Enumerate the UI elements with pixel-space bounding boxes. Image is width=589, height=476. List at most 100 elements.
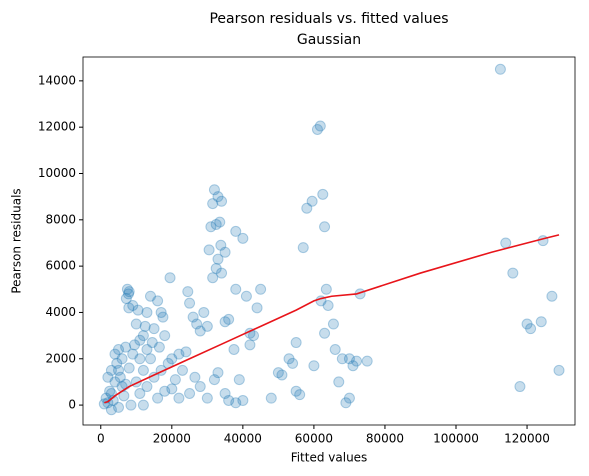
scatter-point [130,318,142,330]
scatter-point [141,344,153,356]
scatter-point [146,337,158,349]
scatter-point [191,318,203,330]
scatter-point [237,232,249,244]
scatter-point [319,221,331,233]
scatter-point [159,385,171,397]
scatter-point [137,364,149,376]
scatter-point [201,320,213,332]
scatter-point [152,295,164,307]
scatter-point [148,323,160,335]
scatter-point [132,304,144,316]
scatter-point [180,346,192,358]
scatter-point [494,63,506,75]
scatter-point [214,216,226,228]
scatter-point [109,376,121,388]
scatter-point [216,195,228,207]
scatter-point [184,297,196,309]
scatter-point [164,272,176,284]
scatter-point [102,371,114,383]
scatter-point [290,385,302,397]
scatter-point [113,344,125,356]
scatter-point [301,202,313,214]
scatter-point [230,397,242,409]
trend-line [104,234,560,404]
scatter-point [320,283,332,295]
y-axis-label: Pearson residuals [10,188,24,293]
scatter-point [201,392,213,404]
scatter-point [327,318,339,330]
scatter-point [308,360,320,372]
scatter-point [314,120,326,132]
scatter-point [120,341,132,353]
scatter-point [223,394,235,406]
y-tick-label: 0 [68,398,76,412]
scatter-point [198,306,210,318]
scatter-point [157,311,169,323]
scatter-point [230,225,242,237]
scatter-point [514,381,526,393]
scatter-point [173,392,185,404]
x-tick-label: 0 [97,432,105,446]
scatter-point [219,388,231,400]
scatter-point [134,334,146,346]
scatter-point [129,339,141,351]
scatter-point [244,339,256,351]
scatter-point [116,353,128,365]
scatter-point [184,388,196,400]
scatter-point [134,388,146,400]
scatter-point [317,188,329,200]
scatter-point [187,311,199,323]
scatter-point [121,283,133,295]
scatter-point [116,381,128,393]
scatter-point [294,389,306,401]
scatter-point [207,198,219,210]
scatter-point [176,364,188,376]
scatter-point [159,330,171,342]
scatter-point [210,262,222,274]
scatter-point [351,355,363,367]
scatter-point [521,318,533,330]
scatter-point [333,376,345,388]
scatter-point [104,385,116,397]
x-tick-label: 80000 [366,432,404,446]
scatter-point [228,344,240,356]
scatter-point [120,293,132,305]
scatter-point [290,337,302,349]
scatter-point [237,394,249,406]
chart-subtitle: Gaussian [297,32,361,48]
scatter-point [105,404,117,416]
scatter-point [155,306,167,318]
x-tick-label: 20000 [153,432,191,446]
scatter-point [210,218,222,230]
scatter-point [272,367,284,379]
scatter-point [212,191,224,203]
scatter-point [139,320,151,332]
scatter-point [507,267,519,279]
scatter-point [153,341,165,353]
x-axis-label: Fitted values [291,451,368,465]
scatter-point [553,364,565,376]
scatter-point [336,353,348,365]
scatter-point [205,221,217,233]
scatter-point [122,288,134,300]
y-tick-label: 8000 [45,212,76,226]
scatter-point [144,353,156,365]
scatter-point [114,371,126,383]
scatter-point [125,399,137,411]
scatter-point [535,316,547,328]
scatter-point [189,371,201,383]
scatter-point [233,374,245,386]
scatter-point [343,392,355,404]
scatter-point [208,184,220,196]
scatter-point [248,330,260,342]
scatter-point [207,272,219,284]
scatter-point [173,348,185,360]
scatter-point [208,374,220,386]
scatter-point [216,267,228,279]
scatter-point [109,348,121,360]
y-tick-label: 12000 [38,120,76,134]
plot-frame [82,56,576,426]
scatter-point [113,364,125,376]
